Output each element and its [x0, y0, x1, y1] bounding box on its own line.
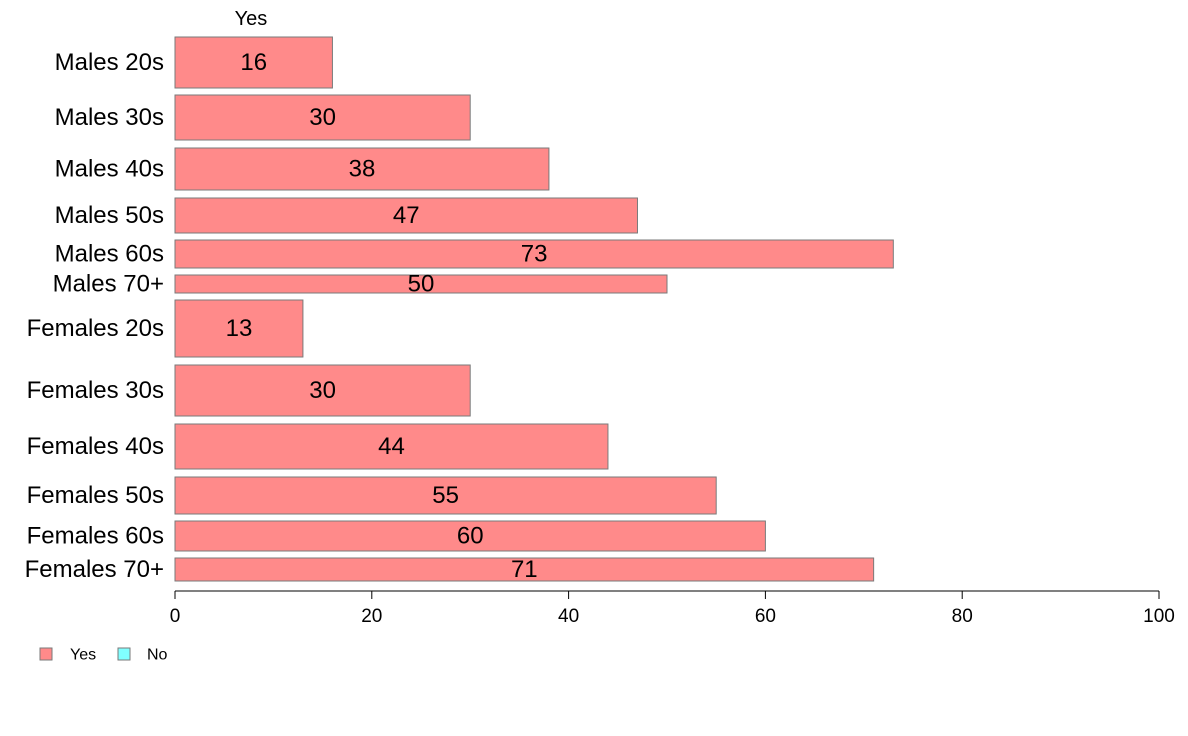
category-label: Males 70+ [53, 271, 164, 298]
x-tick-label: 80 [952, 606, 973, 627]
category-label: Males 20s [55, 49, 164, 76]
category-label: Females 30s [27, 377, 164, 404]
bar-females-20s [174, 299, 304, 358]
category-label: Females 60s [27, 523, 164, 550]
data-label: 47 [393, 202, 420, 229]
category-label: Females 70+ [25, 556, 164, 583]
legend-swatch-yes [39, 647, 53, 661]
x-tick-label: 40 [558, 606, 579, 627]
column-header-group: Yes [235, 8, 268, 30]
x-axis: 0 20 40 60 80 100 [170, 590, 1175, 627]
data-label: 44 [378, 433, 405, 460]
category-label: Females 50s [27, 482, 164, 509]
data-label: 55 [432, 482, 459, 509]
column-header: Yes [235, 8, 268, 30]
bar-males-20s [174, 36, 333, 89]
bars-group [174, 36, 894, 582]
data-label: 30 [309, 104, 336, 131]
data-labels-group: 16 30 38 47 73 50 13 30 44 55 60 71 [226, 49, 548, 583]
x-tick-label: 100 [1143, 606, 1175, 627]
data-label: 13 [226, 315, 253, 342]
category-label: Females 20s [27, 315, 164, 342]
category-label: Males 40s [55, 156, 164, 183]
bar-females-50s [174, 476, 717, 515]
legend-swatch-no [117, 647, 131, 661]
bar-females-70 [174, 557, 875, 582]
category-label: Females 40s [27, 433, 164, 460]
data-label: 71 [511, 556, 538, 583]
bar-males-50s [174, 197, 638, 234]
x-tick-label: 0 [170, 606, 181, 627]
category-label: Males 30s [55, 104, 164, 131]
bar-males-60s [174, 239, 894, 269]
data-label: 60 [457, 523, 484, 550]
legend-label-yes: Yes [70, 647, 96, 664]
legend-label-no: No [147, 647, 168, 664]
bar-males-40s [174, 147, 550, 191]
category-label: Males 50s [55, 202, 164, 229]
data-label: 30 [309, 377, 336, 404]
bar-males-70 [174, 274, 668, 294]
x-tick-label: 20 [361, 606, 382, 627]
data-label: 73 [521, 241, 548, 268]
bar-males-30s [174, 94, 471, 141]
bar-females-30s [174, 364, 471, 417]
category-label: Males 60s [55, 241, 164, 268]
data-label: 38 [349, 156, 376, 183]
bar-females-40s [174, 423, 609, 470]
data-label: 50 [408, 271, 435, 298]
category-labels-group: Males 20s Males 30s Males 40s Males 50s Male… [25, 49, 164, 583]
bar-females-60s [174, 520, 766, 552]
data-label: 16 [240, 49, 267, 76]
legend: Yes No [39, 647, 168, 664]
x-tick-label: 60 [755, 606, 776, 627]
